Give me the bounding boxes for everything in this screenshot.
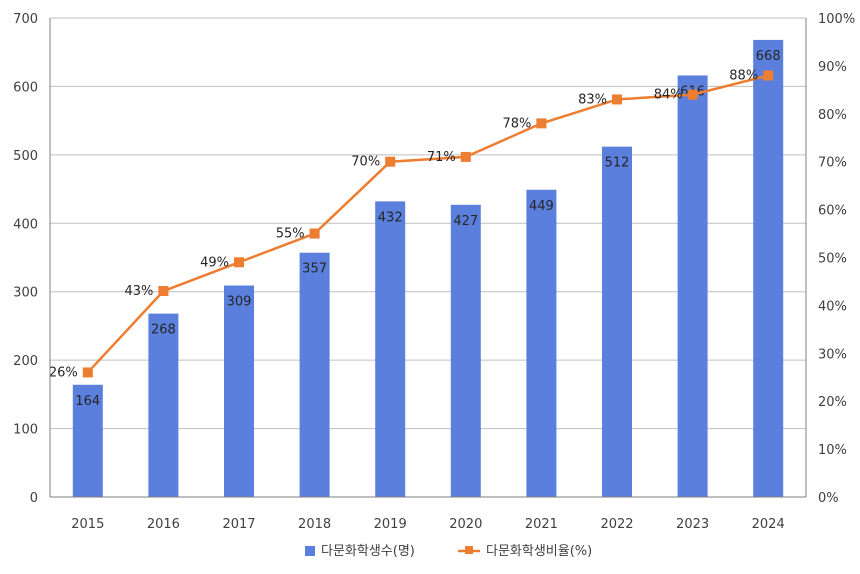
y2-tick-label: 70%: [818, 156, 847, 171]
bar-value-label: 512: [605, 156, 630, 171]
bar: [602, 146, 632, 497]
bar: [299, 252, 330, 497]
line-point: [385, 156, 396, 167]
bar-value-label: 309: [227, 295, 252, 310]
x-tick-label: 2020: [449, 517, 482, 532]
line-point: [763, 70, 774, 81]
line-value-label: 88%: [729, 68, 758, 83]
y-tick-label: 500: [13, 149, 38, 164]
line-series: 26% 43% 49% 55% 70% 71% 78% 83% 84% 88%: [49, 68, 774, 380]
legend: 다문화학생수(명) 다문화학생비율(%): [305, 544, 592, 559]
line-value-label: 70%: [351, 155, 380, 170]
line-point: [82, 367, 93, 378]
line-point: [460, 151, 471, 162]
bar-value-label: 432: [378, 210, 403, 225]
line-value-label: 71%: [427, 150, 456, 165]
x-tick-label: 2019: [374, 517, 407, 532]
x-tick-label: 2015: [71, 517, 104, 532]
y-tick-label: 700: [13, 12, 38, 27]
bar: [450, 204, 481, 497]
line-point: [612, 94, 622, 105]
line-value-label: 84%: [654, 88, 683, 103]
y2-tick-label: 90%: [818, 60, 847, 75]
y2-tick-label: 30%: [818, 347, 847, 362]
y-tick-label: 300: [13, 286, 38, 301]
bar: [224, 285, 254, 497]
bar: [375, 201, 406, 498]
y2-tick-label: 60%: [818, 204, 847, 219]
x-tick-label: 2023: [676, 517, 709, 532]
bar-value-label: 668: [756, 49, 781, 64]
bar-value-label: 268: [151, 323, 176, 338]
bar: [526, 189, 557, 497]
bar-value-label: 427: [453, 214, 478, 229]
line-value-label: 49%: [200, 255, 229, 270]
line-point: [309, 228, 320, 239]
line-point: [687, 89, 698, 100]
legend-bar-swatch: [305, 546, 315, 556]
y2-tick-label: 50%: [818, 252, 847, 267]
y-tick-label: 0: [30, 491, 38, 506]
y2-tick-label: 20%: [818, 395, 847, 410]
x-tick-label: 2021: [525, 517, 558, 532]
line-value-label: 55%: [276, 227, 305, 242]
line-value-label: 43%: [124, 284, 153, 299]
y-tick-label: 400: [13, 217, 38, 232]
y2-tick-label: 0%: [818, 491, 839, 506]
y2-tick-label: 100%: [818, 12, 855, 27]
y-tick-label: 600: [13, 80, 38, 95]
y-tick-label: 200: [13, 354, 38, 369]
y2-tick-label: 40%: [818, 299, 847, 314]
y2-tick-label: 80%: [818, 108, 847, 123]
bar-value-label: 164: [75, 394, 100, 409]
axes: 0 100 200 300 400 500 600 700 0% 10% 20% 30% 40% 50% 6…: [13, 12, 855, 532]
x-tick-label: 2018: [298, 517, 331, 532]
y2-tick-label: 10%: [818, 443, 847, 458]
line-point: [234, 257, 244, 268]
legend-line-marker: [465, 546, 473, 554]
line-path: [86, 74, 769, 374]
line-value-label: 26%: [49, 365, 78, 380]
y-tick-label: 100: [13, 423, 38, 438]
bar-value-label: 357: [302, 262, 327, 277]
bar: [753, 39, 784, 497]
line-point: [536, 118, 547, 129]
x-tick-label: 2022: [600, 517, 633, 532]
x-tick-label: 2016: [147, 517, 180, 532]
bar-value-label: 449: [529, 199, 554, 214]
line-value-label: 83%: [578, 92, 607, 107]
legend-bar-label: 다문화학생수(명): [321, 544, 415, 559]
bar: [72, 384, 103, 497]
line-point: [158, 286, 169, 297]
legend-line-label: 다문화학생비율(%): [486, 544, 592, 559]
bar: [677, 75, 708, 497]
bar-series: 164268309357432427449512616668: [72, 39, 784, 498]
x-tick-label: 2024: [752, 517, 785, 532]
bar: [148, 313, 179, 497]
x-tick-label: 2017: [222, 517, 255, 532]
line-value-label: 78%: [502, 116, 531, 131]
